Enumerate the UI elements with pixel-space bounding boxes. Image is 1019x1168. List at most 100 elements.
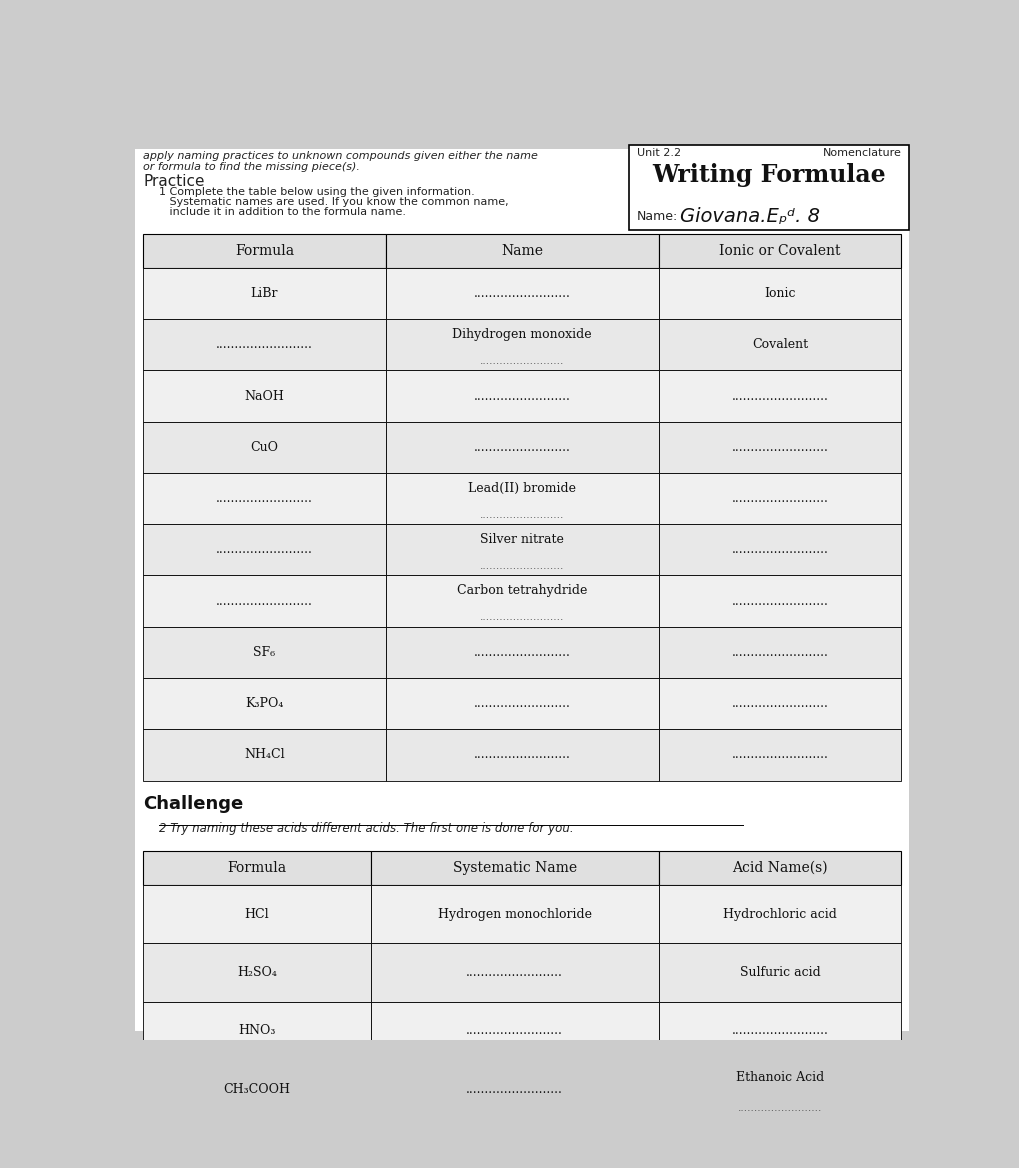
Text: .........................: ......................... [474, 287, 571, 300]
Text: Silver nitrate: Silver nitrate [480, 533, 565, 547]
Text: Formula: Formula [227, 861, 286, 875]
FancyBboxPatch shape [386, 370, 658, 422]
Text: NH₄Cl: NH₄Cl [245, 749, 284, 762]
FancyBboxPatch shape [371, 944, 658, 1002]
Text: H₂SO₄: H₂SO₄ [237, 966, 277, 979]
Text: Ionic or Covalent: Ionic or Covalent [719, 244, 841, 258]
FancyBboxPatch shape [386, 677, 658, 729]
FancyBboxPatch shape [658, 576, 901, 627]
FancyBboxPatch shape [658, 885, 901, 944]
Text: .........................: ......................... [474, 749, 571, 762]
FancyBboxPatch shape [386, 576, 658, 627]
Text: .........................: ......................... [480, 356, 565, 367]
Text: HCl: HCl [245, 908, 269, 920]
Text: include it in addition to the formula name.: include it in addition to the formula na… [159, 207, 406, 217]
Text: Acid Name(s): Acid Name(s) [733, 861, 827, 875]
Text: Giovana.Eₚᵈ. 8: Giovana.Eₚᵈ. 8 [681, 207, 820, 225]
Text: Carbon tetrahydride: Carbon tetrahydride [458, 584, 587, 597]
FancyBboxPatch shape [143, 473, 386, 524]
Text: Formula: Formula [235, 244, 294, 258]
FancyBboxPatch shape [143, 729, 386, 780]
FancyBboxPatch shape [143, 234, 386, 267]
FancyBboxPatch shape [143, 677, 386, 729]
Text: .........................: ......................... [216, 492, 313, 505]
Text: Sulfuric acid: Sulfuric acid [740, 966, 820, 979]
FancyBboxPatch shape [629, 145, 909, 230]
FancyBboxPatch shape [143, 422, 386, 473]
FancyBboxPatch shape [386, 319, 658, 370]
Text: Hydrochloric acid: Hydrochloric acid [723, 908, 837, 920]
Text: Ethanoic Acid: Ethanoic Acid [736, 1071, 824, 1084]
Text: .........................: ......................... [732, 492, 828, 505]
FancyBboxPatch shape [658, 524, 901, 576]
FancyBboxPatch shape [386, 267, 658, 319]
FancyBboxPatch shape [143, 627, 386, 677]
Text: CH₃COOH: CH₃COOH [223, 1083, 290, 1096]
Text: .........................: ......................... [467, 966, 564, 979]
FancyBboxPatch shape [371, 885, 658, 944]
FancyBboxPatch shape [371, 850, 658, 885]
Text: K₃PO₄: K₃PO₄ [246, 697, 283, 710]
Text: Systematic names are used. If you know the common name,: Systematic names are used. If you know t… [159, 197, 508, 207]
Text: .........................: ......................... [732, 1024, 828, 1037]
Text: .........................: ......................... [732, 440, 828, 454]
Text: 2 Try naming these acids different acids. The first one is done for you.: 2 Try naming these acids different acids… [159, 822, 574, 835]
FancyBboxPatch shape [658, 850, 901, 885]
Text: Hydrogen monochloride: Hydrogen monochloride [437, 908, 592, 920]
FancyBboxPatch shape [658, 1061, 901, 1119]
Text: .........................: ......................... [474, 646, 571, 659]
Text: .........................: ......................... [732, 595, 828, 607]
Text: 1 Complete the table below using the given information.: 1 Complete the table below using the giv… [159, 187, 475, 197]
FancyBboxPatch shape [386, 234, 658, 267]
FancyBboxPatch shape [136, 150, 909, 1030]
Text: .........................: ......................... [474, 697, 571, 710]
FancyBboxPatch shape [386, 627, 658, 677]
FancyBboxPatch shape [143, 1002, 371, 1061]
FancyBboxPatch shape [143, 885, 371, 944]
Text: HNO₃: HNO₃ [238, 1024, 275, 1037]
Text: Nomenclature: Nomenclature [822, 148, 901, 158]
Text: .........................: ......................... [480, 510, 565, 520]
Text: .........................: ......................... [216, 595, 313, 607]
Text: .........................: ......................... [732, 749, 828, 762]
FancyBboxPatch shape [143, 944, 371, 1002]
Text: Covalent: Covalent [752, 339, 808, 352]
Text: Unit 2.2: Unit 2.2 [637, 148, 681, 158]
FancyBboxPatch shape [371, 1061, 658, 1119]
FancyBboxPatch shape [371, 1002, 658, 1061]
FancyBboxPatch shape [143, 319, 386, 370]
Text: .........................: ......................... [467, 1083, 564, 1096]
FancyBboxPatch shape [658, 1002, 901, 1061]
FancyBboxPatch shape [658, 422, 901, 473]
FancyBboxPatch shape [658, 944, 901, 1002]
Text: .........................: ......................... [732, 697, 828, 710]
Text: LiBr: LiBr [251, 287, 278, 300]
Text: Lead(II) bromide: Lead(II) bromide [469, 482, 576, 495]
Text: .........................: ......................... [467, 1024, 564, 1037]
Text: or formula to find the missing piece(s).: or formula to find the missing piece(s). [143, 161, 360, 172]
FancyBboxPatch shape [658, 267, 901, 319]
FancyBboxPatch shape [143, 1061, 371, 1119]
FancyBboxPatch shape [143, 524, 386, 576]
Text: .........................: ......................... [216, 543, 313, 556]
Text: .........................: ......................... [480, 561, 565, 571]
FancyBboxPatch shape [658, 319, 901, 370]
Text: Practice: Practice [143, 174, 205, 189]
FancyBboxPatch shape [143, 850, 371, 885]
Text: Writing Formulae: Writing Formulae [652, 162, 886, 187]
Text: Systematic Name: Systematic Name [452, 861, 577, 875]
FancyBboxPatch shape [143, 267, 386, 319]
Text: Ionic: Ionic [764, 287, 796, 300]
Text: .........................: ......................... [480, 612, 565, 623]
Text: .........................: ......................... [474, 389, 571, 403]
Text: .........................: ......................... [474, 440, 571, 454]
FancyBboxPatch shape [386, 524, 658, 576]
Text: apply naming practices to unknown compounds given either the name: apply naming practices to unknown compou… [143, 151, 538, 161]
Text: Name: Name [501, 244, 543, 258]
FancyBboxPatch shape [386, 473, 658, 524]
Text: NaOH: NaOH [245, 389, 284, 403]
Text: Challenge: Challenge [143, 795, 244, 813]
Text: .........................: ......................... [732, 543, 828, 556]
FancyBboxPatch shape [386, 729, 658, 780]
Text: CuO: CuO [251, 440, 278, 454]
